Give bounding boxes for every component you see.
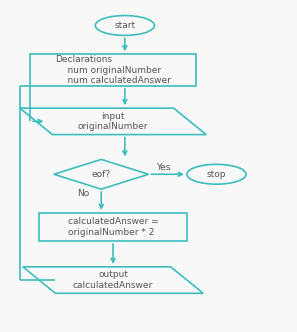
Text: No: No (78, 190, 90, 199)
Text: output
calculatedAnswer: output calculatedAnswer (73, 270, 153, 290)
Text: stop: stop (207, 170, 226, 179)
Text: eof?: eof? (92, 170, 111, 179)
Text: calculatedAnswer =
originalNumber * 2: calculatedAnswer = originalNumber * 2 (68, 217, 158, 237)
Text: input
originalNumber: input originalNumber (78, 112, 148, 131)
Bar (39, 213, 187, 241)
Text: Declarations
    num originalNumber
    num calculatedAnswer: Declarations num originalNumber num calc… (56, 55, 170, 85)
Text: Yes: Yes (156, 163, 170, 172)
Text: start: start (114, 21, 135, 30)
Bar (30, 54, 196, 86)
